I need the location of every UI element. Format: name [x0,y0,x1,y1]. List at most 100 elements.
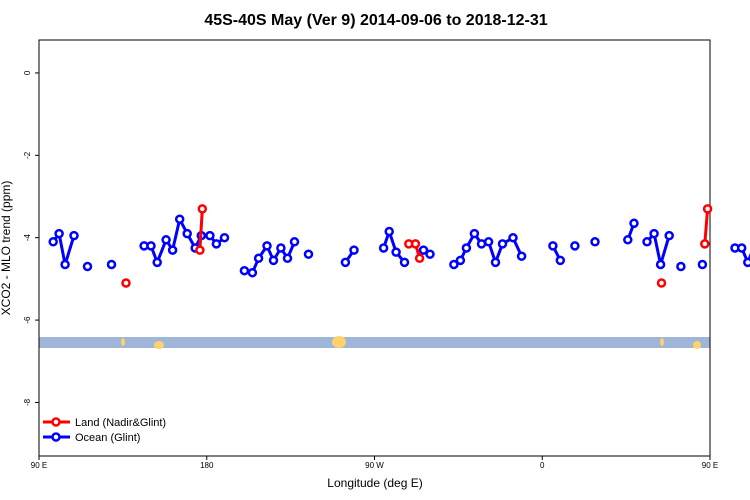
ocean-data-point [54,228,64,239]
ocean-data-point [48,237,58,247]
y-tick-label: -2 [23,151,32,159]
ocean-data-point [253,253,264,264]
ocean-line-segment [51,232,76,266]
ocean-data-point [289,237,300,247]
y-tick-label: 0 [23,70,32,75]
ocean-data-point [676,261,686,272]
ocean-data-point [655,259,666,270]
x-tick-label: 0 [540,461,545,470]
ocean-data-point [146,241,156,251]
land-patches [121,336,701,349]
ocean-data-point [461,243,472,253]
ocean-data-point [268,255,279,266]
legend-land-marker [51,417,61,427]
land-data-point [700,239,710,249]
ocean-line-segment [382,230,406,264]
ocean-line-segment [144,217,226,264]
land-patch [121,338,125,346]
ocean-data-point [239,265,250,276]
x-axis: 90 E 180 90 W 0 90 E [31,456,718,470]
ocean-data-point [697,259,708,270]
ocean-data-point [211,239,222,249]
land-data-point [414,253,425,264]
ocean-data-point [736,243,747,253]
ocean-data-point [219,232,230,243]
land-data-point [656,278,667,288]
ocean-data-point [629,218,639,229]
ocean-data-point [418,245,429,255]
ocean-data-point [516,251,527,261]
series-layer [48,204,750,288]
land-band-background [39,337,710,348]
ocean-data-point [282,253,293,264]
ocean-data-point [276,243,286,253]
ocean-data-point [743,257,750,268]
legend-ocean-marker [51,432,61,442]
y-tick-label: -4 [23,234,32,242]
x-axis-label: Longitude (deg E) [327,476,422,490]
ocean-data-point [167,245,178,255]
land-band [39,336,710,349]
plot-frame [38,39,711,457]
ocean-data-point [555,255,566,266]
y-tick-label: -8 [23,398,32,406]
land-patch [660,338,664,346]
land-patch [332,336,346,348]
ocean-data-point [161,235,171,245]
ocean-data-point [642,237,652,247]
ocean-data-point [570,241,580,251]
ocean-data-point [152,257,162,268]
ocean-data-point [378,243,389,253]
ocean-data-point [349,245,359,255]
legend-land-label: Land (Nadir&Glint) [75,417,166,429]
y-tick-label: -6 [23,316,32,324]
ocean-data-point [455,255,466,266]
land-data-point [197,204,208,214]
ocean-data-point [497,239,508,249]
ocean-data-point [340,257,351,268]
land-data-point [410,239,421,249]
land-patch [693,341,701,349]
y-axis: 0 -2 -4 -6 -8 [23,70,39,406]
legend-ocean-label: Ocean (Glint) [75,432,140,444]
ocean-data-point [399,257,410,268]
ocean-data-point [205,230,215,241]
ocean-data-point [262,241,272,251]
x-tick-label: 90 W [365,461,384,470]
x-tick-label: 180 [200,461,214,470]
ocean-data-point [483,237,494,247]
ocean-data-point [664,230,674,241]
x-tick-label: 90 E [702,461,718,470]
ocean-data-point [182,228,192,239]
land-data-point [195,245,205,255]
ocean-data-point [590,237,600,247]
ocean-line-segment [645,232,671,266]
legend: Land (Nadir&Glint) Ocean (Glint) [43,417,166,444]
chart-title: 45S-40S May (Ver 9) 2014-09-06 to 2018-1… [204,12,547,29]
ocean-line-segment [735,246,750,264]
ocean-series [48,214,750,278]
ocean-data-point [69,230,79,241]
ocean-data-point [106,259,117,270]
x-tick-label: 90 E [31,461,47,470]
ocean-data-point [60,259,70,270]
land-data-point [121,278,131,288]
ocean-data-point [449,259,459,270]
ocean-data-point [247,267,258,278]
ocean-data-point [490,257,501,268]
ocean-data-point [469,228,480,239]
land-line-segment [703,208,710,245]
land-patch [154,341,164,349]
land-data-point [702,204,713,214]
ocean-data-point [425,249,435,259]
ocean-data-point [649,228,659,239]
ocean-data-point [391,247,401,257]
ocean-data-point [548,241,558,251]
ocean-data-point [303,249,314,259]
ocean-data-point [82,261,93,272]
ocean-data-point [384,226,394,237]
y-axis-label: XCO2 - MLO trend (ppm) [0,181,13,316]
ocean-data-point [508,232,518,243]
land-series [121,204,713,288]
